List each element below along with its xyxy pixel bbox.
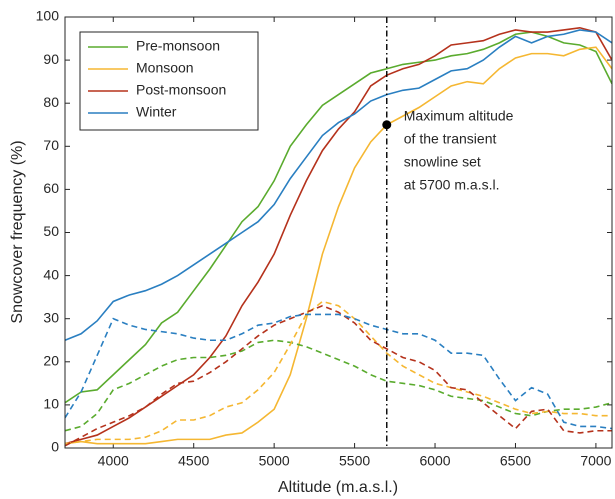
x-tick-label: 5500 — [339, 453, 370, 469]
y-tick-label: 50 — [43, 223, 59, 239]
x-tick-label: 6500 — [500, 453, 531, 469]
y-tick-label: 30 — [43, 309, 59, 325]
plot-frame — [64, 16, 613, 449]
legend-label: Post-monsoon — [136, 82, 226, 98]
annotation-text: of the transient — [404, 131, 497, 147]
y-tick-label: 70 — [43, 137, 59, 153]
y-tick-label: 80 — [43, 94, 59, 110]
y-tick-label: 60 — [43, 180, 59, 196]
x-tick-label: 7000 — [580, 453, 611, 469]
series-line — [65, 46, 612, 445]
legend-label: Winter — [136, 104, 177, 120]
y-tick-label: 100 — [36, 8, 60, 24]
x-axis-label: Altitude (m.a.s.l.) — [278, 479, 398, 496]
dashed-line — [65, 339, 612, 432]
plot — [65, 26, 612, 447]
y-axis-label: Snowcover frequency (%) — [9, 140, 26, 323]
annotation-text: at 5700 m.a.s.l. — [404, 177, 500, 193]
annotation-text: snowline set — [404, 154, 481, 170]
annotation-point — [382, 120, 392, 130]
dashed-line — [65, 313, 612, 430]
y-tick-label: 90 — [43, 51, 59, 67]
x-tick-label: 4500 — [178, 453, 209, 469]
x-tick-label: 6000 — [419, 453, 450, 469]
dashed-line — [65, 300, 612, 445]
annotation-text: Maximum altitude — [404, 108, 514, 124]
y-tick-label: 40 — [43, 266, 59, 282]
legend-label: Monsoon — [136, 60, 194, 76]
x-tick-label: 5000 — [259, 453, 290, 469]
y-tick-label: 10 — [43, 396, 59, 412]
series-line — [65, 29, 612, 341]
legend-label: Pre-monsoon — [136, 38, 220, 54]
x-tick-label: 4000 — [98, 453, 129, 469]
series-line — [65, 26, 612, 445]
dashed-line — [65, 304, 612, 447]
y-tick-label: 0 — [51, 439, 59, 455]
y-tick-label: 20 — [43, 353, 59, 369]
